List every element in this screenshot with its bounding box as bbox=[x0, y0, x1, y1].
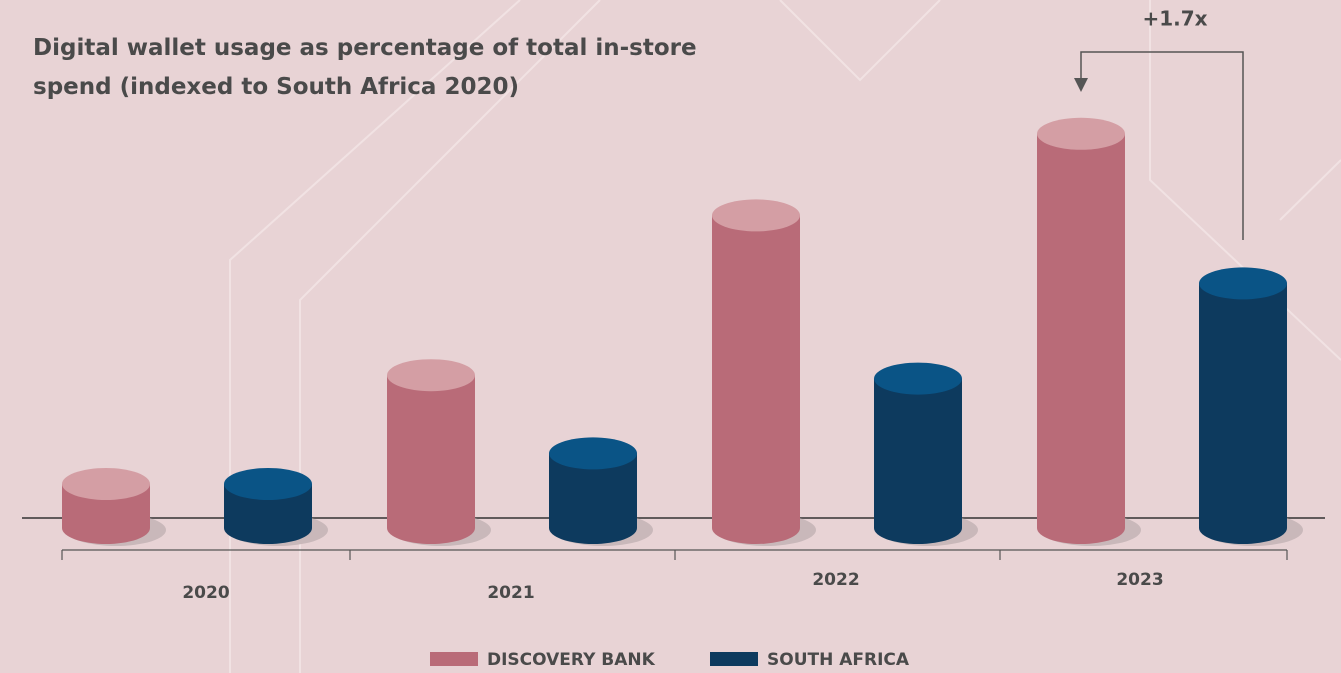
bar-top bbox=[712, 199, 800, 232]
title-line: Digital wallet usage as percentage of to… bbox=[33, 35, 697, 61]
annotation-arrow bbox=[1080, 51, 1244, 240]
annotation-arrowhead bbox=[1074, 78, 1088, 92]
bar-top bbox=[549, 437, 637, 470]
bar-top bbox=[62, 468, 150, 500]
bar bbox=[549, 453, 637, 544]
bar-top bbox=[1199, 267, 1287, 300]
deco-line bbox=[779, 0, 941, 82]
x-tick-label: 2021 bbox=[487, 583, 534, 603]
bar bbox=[1199, 283, 1287, 544]
bar bbox=[712, 215, 800, 544]
bar-top bbox=[387, 359, 475, 392]
legend-label: SOUTH AFRICA bbox=[767, 650, 910, 670]
title-line: spend (indexed to South Africa 2020) bbox=[33, 74, 519, 100]
bar-top bbox=[224, 468, 312, 500]
x-tick-label: 2022 bbox=[812, 570, 859, 590]
legend-swatch bbox=[710, 652, 758, 666]
deco-line bbox=[299, 0, 601, 673]
x-tick-label: 2020 bbox=[182, 583, 229, 603]
bar bbox=[387, 375, 475, 544]
deco-line bbox=[1279, 159, 1341, 221]
bar bbox=[224, 484, 312, 544]
annotation: +1.7x bbox=[1142, 7, 1207, 31]
bar bbox=[62, 484, 150, 544]
chart-title: Digital wallet usage as percentage of to… bbox=[33, 35, 705, 100]
bar bbox=[1037, 133, 1125, 545]
bar-top bbox=[874, 362, 962, 395]
x-tick-label: 2023 bbox=[1116, 570, 1163, 590]
legend-swatch bbox=[430, 652, 478, 666]
legend-label: DISCOVERY BANK bbox=[487, 650, 656, 670]
bar-top bbox=[1037, 117, 1125, 150]
bar bbox=[874, 378, 962, 544]
